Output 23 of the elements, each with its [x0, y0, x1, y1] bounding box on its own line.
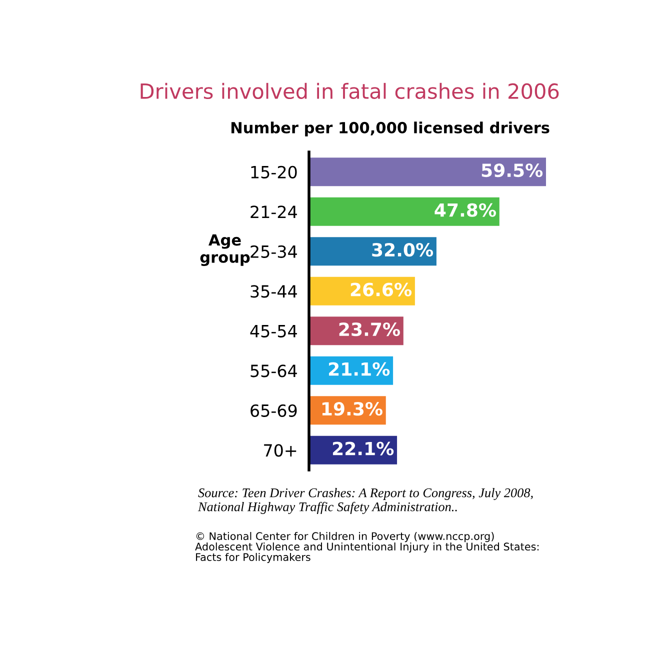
y-tick-label: 35-44 — [250, 285, 297, 298]
data-label: 26.6% — [350, 282, 412, 296]
data-label: 47.8% — [434, 203, 496, 217]
y-tick-label: 70+ — [264, 444, 296, 457]
y-tick-label: 25-34 — [250, 245, 297, 258]
x-axis-title: Number per 100,000 licensed drivers — [231, 122, 550, 136]
y-tick-label: 45-54 — [250, 325, 297, 338]
text: © National Center for Children in Poverty (www.nccp.org) Adolescent Violence and Unintentional Injury in the United States: Facts for Policymakers — [195, 532, 539, 564]
bar — [309, 158, 546, 186]
data-label: 21.1% — [328, 362, 390, 376]
data-label: 22.1% — [332, 442, 394, 456]
bar — [309, 197, 500, 226]
chart-title: Drivers involved in fatal crashes in 2006 — [140, 82, 559, 100]
source-note: Source: Teen Driver Crashes: A Report to Congress, July 2008, National Highway Traffic Safety Administration.. — [198, 488, 533, 514]
y-axis-title: Age group — [200, 234, 250, 266]
y-tick-label: 15-20 — [251, 166, 297, 178]
data-label: 32.0% — [372, 242, 434, 257]
data-label: 23.7% — [339, 322, 400, 336]
data-label: 59.5% — [482, 163, 543, 178]
y-tick-label: 65-69 — [250, 404, 297, 417]
y-tick-label: 55-64 — [250, 364, 297, 378]
data-label: 19.3% — [322, 402, 382, 416]
y-tick-label: 21-24 — [250, 206, 297, 218]
